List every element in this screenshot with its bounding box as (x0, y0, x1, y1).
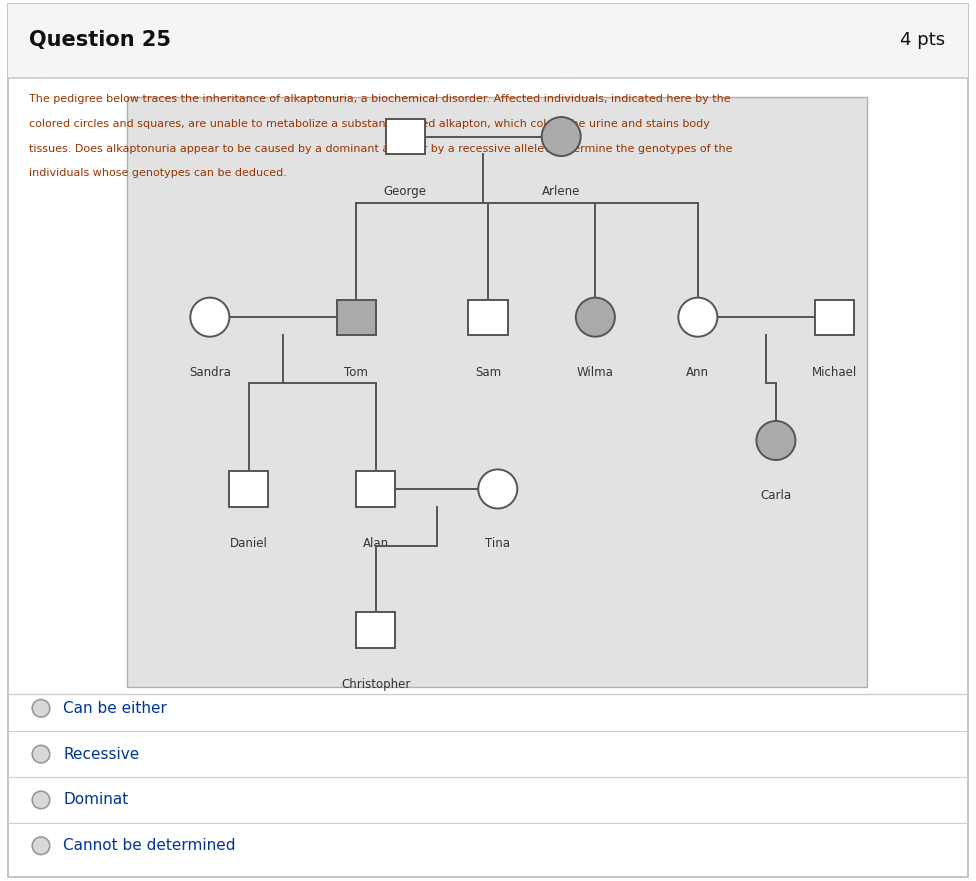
Text: Alan: Alan (363, 537, 388, 551)
Text: The pedigree below traces the inheritance of alkaptonuria, a biochemical disorde: The pedigree below traces the inheritanc… (29, 94, 731, 104)
Bar (127, 97, 867, 687)
Text: George: George (384, 185, 427, 198)
Text: Tom: Tom (345, 366, 368, 379)
Text: Recessive: Recessive (63, 746, 140, 762)
Text: individuals whose genotypes can be deduced.: individuals whose genotypes can be deduc… (29, 168, 287, 178)
Text: Tina: Tina (485, 537, 510, 551)
Text: Michael: Michael (812, 366, 857, 379)
Text: Ann: Ann (686, 366, 710, 379)
Bar (229, 471, 268, 507)
Ellipse shape (678, 298, 717, 337)
Text: Daniel: Daniel (230, 537, 267, 551)
Bar (356, 471, 395, 507)
Ellipse shape (190, 298, 229, 337)
Text: Arlene: Arlene (542, 185, 581, 198)
Text: colored circles and squares, are unable to metabolize a substance called alkapto: colored circles and squares, are unable … (29, 119, 711, 129)
Text: Sam: Sam (475, 366, 501, 379)
FancyBboxPatch shape (8, 4, 968, 877)
Text: Carla: Carla (760, 489, 792, 502)
Bar (815, 300, 854, 335)
Bar (337, 300, 376, 335)
Ellipse shape (756, 421, 795, 460)
Text: Wilma: Wilma (577, 366, 614, 379)
Ellipse shape (32, 745, 50, 763)
Ellipse shape (32, 700, 50, 717)
Bar (386, 119, 425, 154)
Ellipse shape (32, 837, 50, 855)
Bar (8, 4, 968, 78)
Text: 4 pts: 4 pts (900, 31, 945, 48)
Bar (468, 300, 508, 335)
Ellipse shape (542, 117, 581, 156)
Bar (356, 612, 395, 648)
Text: Can be either: Can be either (63, 700, 167, 716)
Ellipse shape (32, 791, 50, 809)
Ellipse shape (576, 298, 615, 337)
Text: tissues. Does alkaptonuria appear to be caused by a dominant allele or by a rece: tissues. Does alkaptonuria appear to be … (29, 144, 733, 153)
Text: Sandra: Sandra (189, 366, 230, 379)
Text: Cannot be determined: Cannot be determined (63, 838, 236, 854)
Text: Christopher: Christopher (341, 678, 411, 692)
Text: Question 25: Question 25 (29, 30, 171, 49)
Ellipse shape (478, 470, 517, 508)
Text: Dominat: Dominat (63, 792, 129, 808)
